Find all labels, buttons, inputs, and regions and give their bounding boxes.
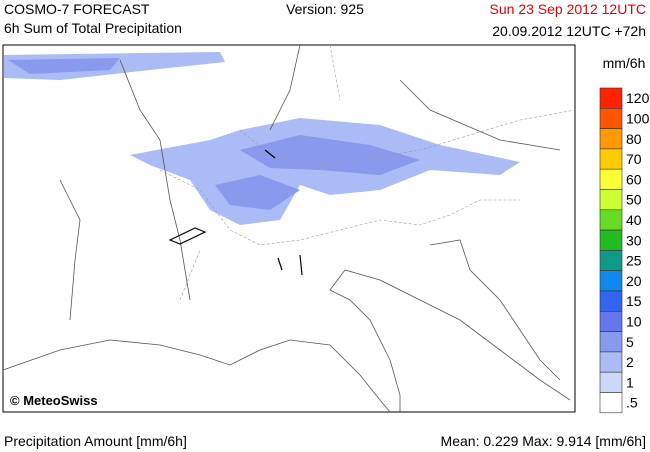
legend-label: 70 (626, 151, 642, 167)
legend-swatch (599, 331, 623, 353)
legend-label: 60 (626, 171, 642, 187)
legend-label: 10 (626, 313, 642, 329)
map: © MeteoSwiss (2, 44, 576, 413)
legend-swatch (599, 128, 623, 150)
legend-swatch (599, 229, 623, 251)
lake (168, 149, 303, 276)
legend-label: 40 (626, 212, 642, 228)
legend-label: .5 (626, 395, 638, 411)
legend-swatch (599, 270, 623, 292)
legend-label: 25 (626, 253, 642, 269)
legend-swatch (599, 209, 623, 231)
legend-swatch (599, 250, 623, 271)
precip-cores (8, 58, 420, 210)
legend-label: 15 (626, 293, 642, 309)
coastline (429, 239, 561, 381)
footer-stats: Mean: 0.229 Max: 9.914 [mm/6h] (441, 433, 646, 449)
version: Version: 925 (286, 1, 364, 17)
legend-label: 30 (626, 232, 642, 248)
legend-label: 5 (626, 334, 634, 350)
legend-label: 50 (626, 192, 642, 208)
valid-time: Sun 23 Sep 2012 12UTC (490, 1, 646, 17)
legend-label: 1 (626, 374, 634, 390)
legend-label: 2 (626, 354, 634, 370)
subtitle: 6h Sum of Total Precipitation (4, 20, 182, 36)
legend-label: 120 (626, 90, 650, 106)
legend-swatch (599, 87, 623, 109)
legend-unit: mm/6h (603, 55, 646, 71)
legend-swatch (599, 189, 623, 211)
legend-swatch (599, 290, 623, 312)
border (159, 44, 576, 301)
legend-swatch (599, 168, 623, 190)
legend-label: 80 (626, 131, 642, 147)
legend-label: 100 (626, 110, 650, 126)
river (59, 44, 561, 321)
legend-swatch (599, 148, 623, 170)
map-frame (2, 44, 576, 413)
coastline (2, 269, 571, 413)
legend-swatch (599, 351, 623, 373)
run-time: 20.09.2012 12UTC +72h (492, 23, 646, 39)
legend-swatch (599, 371, 623, 393)
copyright: © MeteoSwiss (10, 393, 98, 408)
footer-quantity: Precipitation Amount [mm/6h] (4, 433, 187, 449)
legend: 120 100 80 70 60 50 40 30 25 20 15 10 5 2 1 .5 (599, 87, 650, 414)
legend-swatch (599, 392, 623, 414)
legend-swatch (599, 108, 623, 129)
legend-label: 20 (626, 273, 642, 289)
title: COSMO-7 FORECAST (4, 1, 150, 17)
legend-swatch (599, 310, 623, 332)
